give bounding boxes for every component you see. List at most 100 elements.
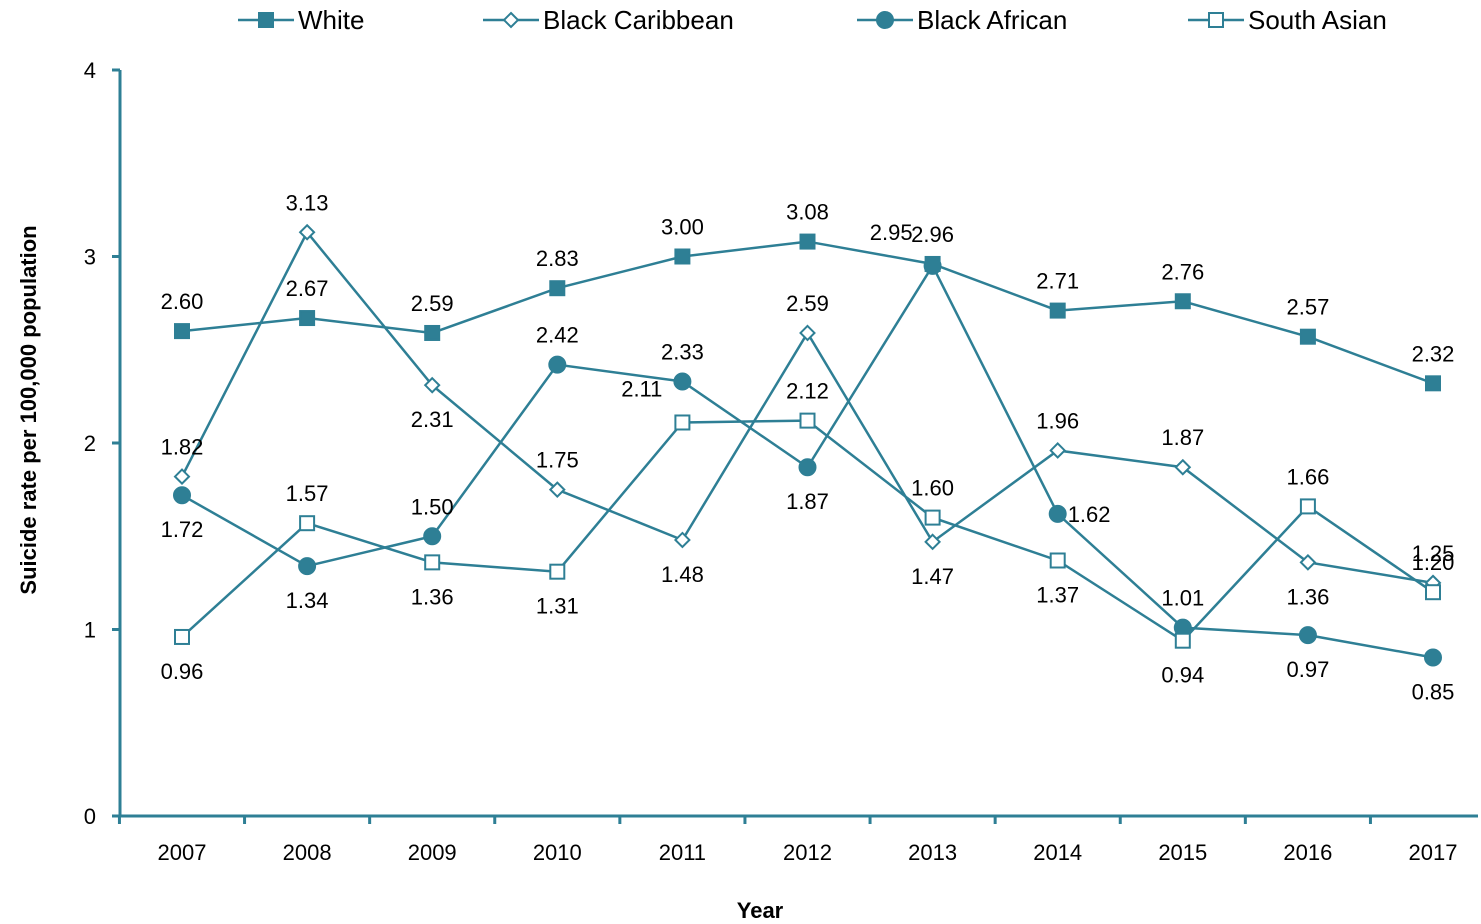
data-point <box>924 533 942 551</box>
data-label: 2.33 <box>661 339 704 364</box>
data-point <box>799 324 816 342</box>
data-label: 2.57 <box>1286 295 1329 320</box>
legend-item: Black Caribbean <box>483 5 734 35</box>
data-label: 2.83 <box>536 246 579 271</box>
data-label: 1.48 <box>661 562 704 587</box>
data-point <box>423 527 442 546</box>
data-point <box>673 531 691 549</box>
data-label: 1.20 <box>1412 550 1455 575</box>
x-axis-title: Year <box>737 898 784 923</box>
data-point <box>923 256 942 275</box>
y-tick-label: 4 <box>84 58 96 83</box>
data-point <box>1048 504 1067 523</box>
legend-marker <box>258 12 274 28</box>
data-point <box>1425 375 1441 392</box>
legend-item: South Asian <box>1188 5 1387 35</box>
data-point <box>1298 626 1317 645</box>
data-label: 1.25 <box>1412 541 1455 566</box>
data-label: 1.36 <box>1286 584 1329 609</box>
data-label: 2.42 <box>536 323 579 348</box>
data-label: 2.95 <box>870 220 913 245</box>
x-tick-label: 2011 <box>659 840 706 865</box>
legend-label: Black African <box>917 5 1067 35</box>
data-label: 2.60 <box>161 289 204 314</box>
data-point <box>424 324 441 341</box>
data-label: 2.31 <box>411 407 454 432</box>
data-label: 1.47 <box>911 564 954 589</box>
y-tick-label: 1 <box>84 618 96 643</box>
data-label: 2.32 <box>1412 341 1455 366</box>
data-point <box>798 458 817 477</box>
series-layer <box>173 223 1442 667</box>
series-line <box>181 419 1434 643</box>
data-point <box>174 628 190 645</box>
data-point <box>548 481 566 499</box>
data-label: 2.67 <box>286 276 329 301</box>
data-point <box>298 223 316 241</box>
legend: White Black Caribbean Black African South A… <box>238 5 1387 35</box>
data-label: 1.62 <box>1068 502 1111 527</box>
series-black-caribbean <box>173 223 1442 592</box>
legend-label: White <box>298 5 364 35</box>
data-label: 1.87 <box>786 489 829 514</box>
axes <box>118 70 1478 818</box>
series-white <box>174 233 1441 392</box>
x-tick-label: 2008 <box>283 840 332 865</box>
x-tick-label: 2012 <box>783 840 832 865</box>
data-point <box>1425 584 1441 601</box>
data-point <box>1299 328 1316 345</box>
data-label: 2.59 <box>411 291 454 316</box>
y-tick-label: 3 <box>84 245 96 270</box>
y-tick-label: 2 <box>84 431 96 456</box>
data-point <box>549 563 566 580</box>
data-point <box>173 486 191 505</box>
legend-item: White <box>238 5 364 35</box>
data-label: 1.96 <box>1036 408 1079 433</box>
data-label: 2.12 <box>786 379 829 404</box>
data-label: 1.72 <box>161 517 204 542</box>
data-point <box>1174 632 1191 649</box>
legend-label: Black Caribbean <box>543 5 734 35</box>
data-label: 0.97 <box>1286 657 1329 682</box>
data-point <box>1424 648 1442 667</box>
series-line <box>180 229 1434 585</box>
data-label: 3.00 <box>661 215 704 240</box>
legend-marker <box>876 11 894 29</box>
series-black-african <box>173 256 1442 667</box>
data-point <box>1174 458 1192 476</box>
data-label: 2.96 <box>911 222 954 247</box>
data-point <box>1174 293 1191 310</box>
data-label: 1.60 <box>911 476 954 501</box>
data-label: 1.75 <box>536 448 579 473</box>
data-point <box>924 509 941 526</box>
data-label: 3.08 <box>786 200 829 225</box>
data-point <box>298 557 317 576</box>
y-tick-label: 0 <box>84 804 96 829</box>
data-point <box>548 355 567 374</box>
data-label: 1.57 <box>286 481 329 506</box>
data-point <box>674 248 691 265</box>
data-point <box>799 233 816 250</box>
legend-item: Black African <box>857 5 1067 35</box>
data-label: 1.87 <box>1161 425 1204 450</box>
data-label: 3.13 <box>286 190 329 215</box>
data-point <box>674 414 691 431</box>
data-label: 1.36 <box>411 584 454 609</box>
y-axis-title: Suicide rate per 100,000 population <box>16 225 41 594</box>
data-point <box>299 310 316 327</box>
x-tick-label: 2010 <box>533 840 582 865</box>
data-label: 2.71 <box>1036 269 1079 294</box>
legend-marker <box>502 11 520 29</box>
data-point <box>173 468 191 485</box>
data-label: 1.66 <box>1286 464 1329 489</box>
data-label: 1.31 <box>536 594 579 619</box>
legend-marker <box>1208 12 1224 28</box>
data-point <box>1299 498 1316 515</box>
x-tick-label: 2007 <box>158 840 207 865</box>
data-labels: 2.60 2.67 2.59 2.83 3.00 3.08 2.96 2.71 2.76 2.57… <box>161 190 1455 704</box>
x-tick-label: 2016 <box>1283 840 1332 865</box>
data-point <box>299 515 316 532</box>
data-label: 2.76 <box>1161 259 1204 284</box>
data-point <box>1299 553 1317 571</box>
data-label: 0.94 <box>1161 663 1204 688</box>
